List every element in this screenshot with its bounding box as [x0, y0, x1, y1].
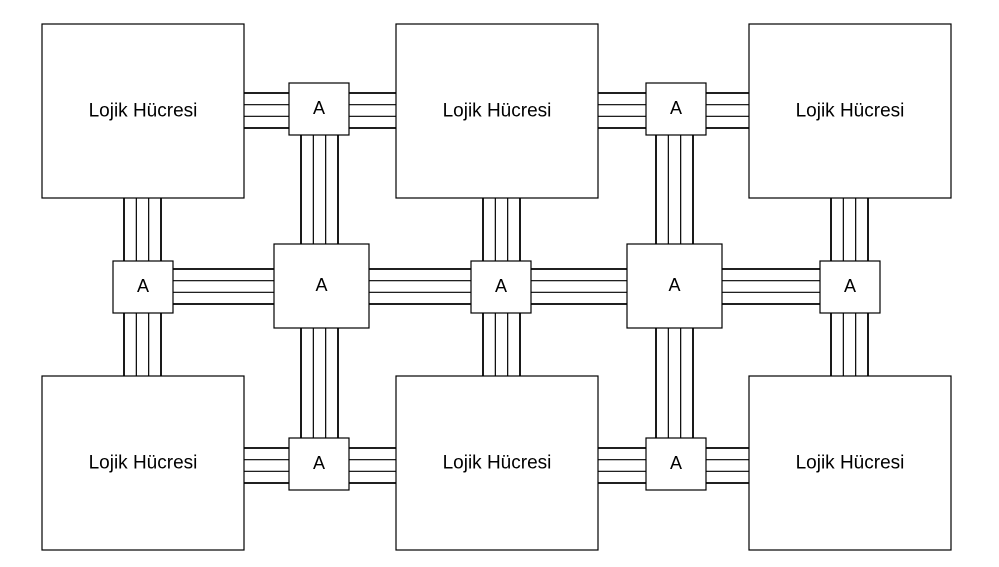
routing-bus: [123, 198, 162, 261]
switch-bottom-1: A: [288, 437, 350, 491]
cell-bottom-left: Lojik Hücresi: [41, 375, 245, 551]
logic-cell-label: Lojik Hücresi: [796, 453, 905, 474]
routing-bus: [830, 198, 869, 261]
logic-cell-box: [395, 23, 599, 199]
routing-bus: [244, 92, 289, 129]
switch-label: A: [844, 276, 856, 296]
cell-top-right: Lojik Hücresi: [748, 23, 952, 199]
switch-box: [288, 82, 350, 136]
switch-bottom-2: A: [645, 437, 707, 491]
switch-box: [288, 437, 350, 491]
routing-bus: [300, 328, 339, 438]
switch-boxes: A A A A A A A A A: [112, 82, 881, 491]
switch-mid-big-1: A: [273, 243, 370, 329]
logic-cell-box: [41, 375, 245, 551]
switch-label: A: [495, 276, 507, 296]
logic-cell-box: [748, 375, 952, 551]
routing-bus: [349, 447, 396, 484]
switch-mid-right: A: [819, 260, 881, 314]
routing-bus: [531, 268, 627, 305]
switch-mid-big-2: A: [626, 243, 723, 329]
cell-bottom-right: Lojik Hücresi: [748, 375, 952, 551]
switch-label: A: [670, 453, 682, 473]
switch-label: A: [313, 453, 325, 473]
switch-label: A: [670, 98, 682, 118]
switch-box: [112, 260, 174, 314]
routing-bus: [300, 135, 339, 244]
routing-bus: [244, 447, 289, 484]
routing-bus: [655, 135, 694, 244]
cell-bottom-middle: Lojik Hücresi: [395, 375, 599, 551]
switch-box: [645, 82, 707, 136]
routing-bus: [349, 92, 396, 129]
routing-bus: [830, 313, 869, 376]
switch-top-2: A: [645, 82, 707, 136]
logic-cell-box: [41, 23, 245, 199]
routing-bus: [598, 92, 646, 129]
routing-bus: [706, 92, 749, 129]
switch-box: [645, 437, 707, 491]
routing-bus: [369, 268, 471, 305]
routing-bus: [598, 447, 646, 484]
logic-cells: Lojik Hücresi Lojik Hücresi Lojik Hücresi L…: [41, 23, 952, 551]
routing-bus: [123, 313, 162, 376]
switch-box: [273, 243, 370, 329]
logic-cell-label: Lojik Hücresi: [89, 101, 198, 122]
switch-mid-center: A: [470, 260, 532, 314]
cell-top-middle: Lojik Hücresi: [395, 23, 599, 199]
switch-box: [470, 260, 532, 314]
logic-cell-label: Lojik Hücresi: [89, 453, 198, 474]
switch-label: A: [668, 275, 680, 295]
logic-cell-label: Lojik Hücresi: [796, 101, 905, 122]
routing-bus: [655, 328, 694, 438]
switch-label: A: [313, 98, 325, 118]
logic-cell-label: Lojik Hücresi: [443, 101, 552, 122]
routing-bus: [706, 447, 749, 484]
logic-cell-box: [395, 375, 599, 551]
logic-cell-box: [748, 23, 952, 199]
routing-bus: [482, 198, 521, 261]
routing-bus: [173, 268, 274, 305]
switch-mid-left: A: [112, 260, 174, 314]
routing-bus: [722, 268, 820, 305]
switch-label: A: [137, 276, 149, 296]
cell-top-left: Lojik Hücresi: [41, 23, 245, 199]
routing-buses: [123, 92, 869, 484]
switch-box: [819, 260, 881, 314]
switch-label: A: [315, 275, 327, 295]
switch-box: [626, 243, 723, 329]
routing-bus: [482, 313, 521, 376]
logic-cell-label: Lojik Hücresi: [443, 453, 552, 474]
switch-top-1: A: [288, 82, 350, 136]
